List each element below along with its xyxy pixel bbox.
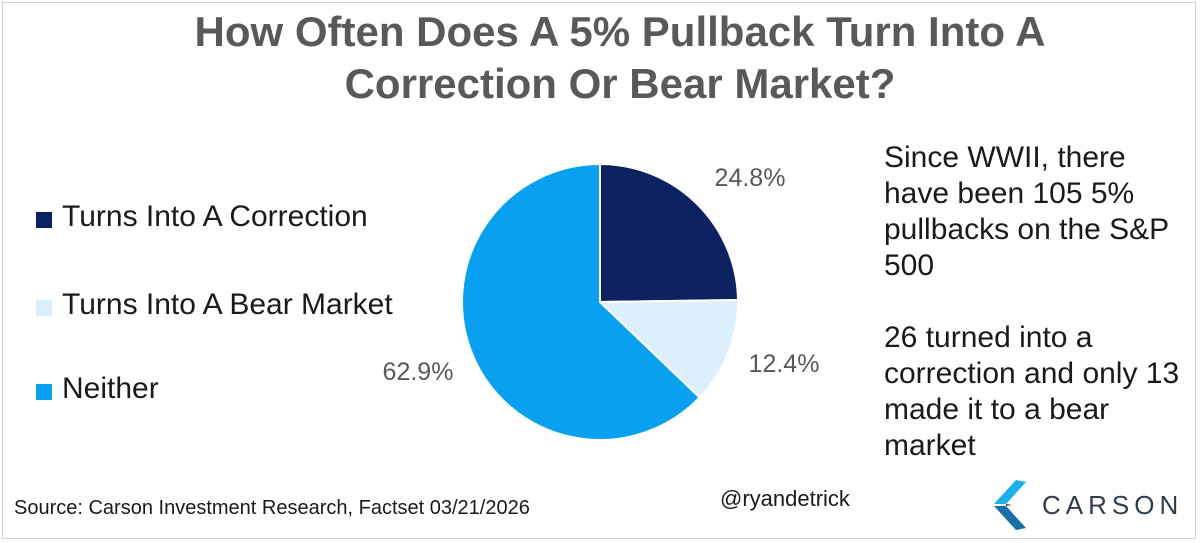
legend-label-correction: Turns Into A Correction [62, 200, 368, 233]
legend-swatch-correction [36, 212, 52, 228]
legend-item-bear-market: Turns Into A Bear Market [36, 288, 402, 322]
annotation-line-1: Since WWII, there have been 105 5% pullb… [884, 141, 1169, 282]
pie-label-correction: 24.8% [715, 164, 786, 192]
carson-logo: CARSON [990, 478, 1183, 532]
carson-chevron-icon [994, 480, 1026, 530]
legend-swatch-neither [36, 384, 52, 400]
chart-title: How Often Does A 5% Pullback Turn Into A… [194, 8, 1046, 107]
legend-swatch-bear-market [36, 300, 52, 316]
legend-label-bear-market: Turns Into A Bear Market [62, 288, 393, 321]
pie-label-neither: 62.9% [383, 358, 454, 386]
pie-label-bear-market: 12.4% [749, 350, 820, 378]
legend-item-neither: Neither [36, 372, 402, 406]
annotation-text: Since WWII, there have been 105 5% pullb… [884, 140, 1194, 464]
carson-logo-text: CARSON [1042, 489, 1184, 520]
pie-slice-neither [461, 162, 702, 441]
pie-slice-bear-market [597, 299, 739, 399]
legend-item-correction: Turns Into A Correction [36, 200, 402, 234]
source-note: Source: Carson Investment Research, Fact… [14, 497, 530, 519]
annotation-line-2: 26 turned into a correction and only 13 … [884, 321, 1180, 462]
legend-label-neither: Neither [62, 372, 159, 405]
pie-slice-correction [599, 162, 740, 304]
author-handle: @ryandetrick [720, 486, 850, 511]
